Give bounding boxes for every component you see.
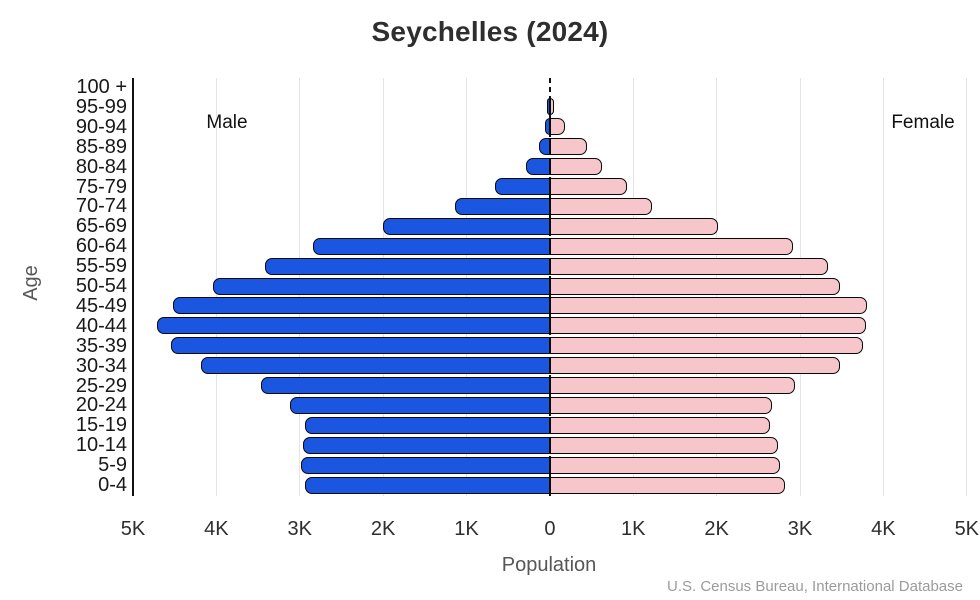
age-tick-label: 40-44	[75, 314, 127, 337]
x-tick-label: 1K	[621, 518, 646, 540]
age-tick-label: 100 +	[76, 76, 127, 98]
male-bar-80-84	[525, 158, 550, 176]
female-bar-30-34	[549, 357, 841, 375]
plot-area	[132, 78, 968, 496]
x-tick-label: 5K	[120, 518, 146, 540]
x-tick-label: 0	[544, 518, 556, 540]
female-bar-0-4	[549, 476, 786, 494]
male-bar-60-64	[313, 237, 550, 255]
age-tick-label: 70-74	[75, 195, 127, 218]
female-bar-10-14	[549, 436, 779, 454]
source-attribution: U.S. Census Bureau, International Databa…	[666, 578, 963, 595]
x-tick-label: 4K	[204, 518, 229, 540]
female-bar-25-29	[549, 377, 796, 394]
male-bar-40-44	[157, 317, 550, 335]
age-tick-label: 95-99	[75, 95, 127, 118]
age-tick-label: 0-4	[98, 474, 127, 496]
x-tick-label: 1K	[454, 518, 479, 540]
female-label: Female	[891, 112, 955, 133]
male-bar-0-4	[304, 476, 550, 494]
age-tick-label: 15-19	[75, 414, 127, 437]
female-bar-35-39	[549, 337, 863, 355]
x-tick-label: 2K	[370, 518, 396, 540]
male-bar-30-34	[201, 357, 550, 375]
female-bar-40-44	[549, 317, 866, 335]
male-bar-50-54	[213, 277, 550, 295]
male-bar-5-9	[301, 456, 550, 474]
age-tick-label: 5-9	[98, 454, 127, 477]
female-bar-65-69	[549, 217, 719, 235]
gridline	[882, 78, 884, 496]
y-axis-line	[132, 78, 134, 496]
male-bar-95-99	[547, 98, 550, 116]
male-bar-10-14	[303, 436, 550, 454]
male-bar-65-69	[383, 217, 550, 235]
female-bar-55-59	[549, 257, 829, 275]
female-bar-20-24	[549, 396, 772, 414]
female-bar-85-89	[549, 138, 587, 156]
age-tick-label: 45-49	[75, 294, 127, 317]
age-tick-label: 80-84	[75, 155, 127, 178]
age-tick-label: 85-89	[75, 135, 127, 158]
male-bar-20-24	[289, 396, 550, 414]
female-bar-45-49	[549, 297, 867, 315]
x-tick-label: 5K	[954, 518, 980, 540]
age-tick-label: 35-39	[75, 334, 127, 357]
female-bar-15-19	[549, 416, 770, 434]
x-axis-title: Population	[501, 554, 597, 576]
age-tick-label: 50-54	[75, 275, 127, 297]
age-tick-label: 10-14	[75, 434, 127, 457]
female-bar-70-74	[549, 197, 652, 215]
male-bar-55-59	[264, 257, 550, 275]
age-tick-label: 55-59	[75, 255, 127, 278]
y-axis-title: Age	[20, 265, 42, 301]
female-bar-50-54	[549, 277, 841, 295]
female-bar-80-84	[549, 158, 603, 176]
x-tick-label: 4K	[871, 518, 896, 540]
age-tick-label: 90-94	[75, 115, 127, 138]
male-bar-15-19	[304, 416, 550, 434]
age-tick-label: 75-79	[75, 175, 127, 198]
x-tick-label: 3K	[787, 518, 813, 540]
male-bar-45-49	[173, 297, 550, 315]
female-bar-75-79	[549, 178, 628, 195]
age-tick-label: 25-29	[75, 374, 127, 397]
x-tick-label: 3K	[287, 518, 312, 540]
x-tick-label: 2K	[704, 518, 729, 540]
female-bar-90-94	[549, 118, 565, 136]
age-tick-label: 30-34	[75, 354, 127, 377]
female-bar-60-64	[549, 237, 794, 255]
chart-title: Seychelles (2024)	[371, 16, 609, 47]
male-bar-75-79	[494, 178, 550, 195]
age-tick-label: 60-64	[75, 235, 127, 258]
male-label: Male	[206, 112, 248, 133]
male-bar-35-39	[171, 337, 550, 355]
male-bar-25-29	[261, 377, 550, 394]
male-bar-85-89	[539, 138, 550, 156]
gridline	[966, 78, 968, 496]
age-tick-label: 20-24	[75, 394, 127, 417]
age-tick-label: 65-69	[75, 215, 127, 238]
female-bar-5-9	[549, 456, 781, 474]
male-bar-70-74	[454, 197, 550, 215]
female-bar-95-99	[549, 98, 554, 116]
